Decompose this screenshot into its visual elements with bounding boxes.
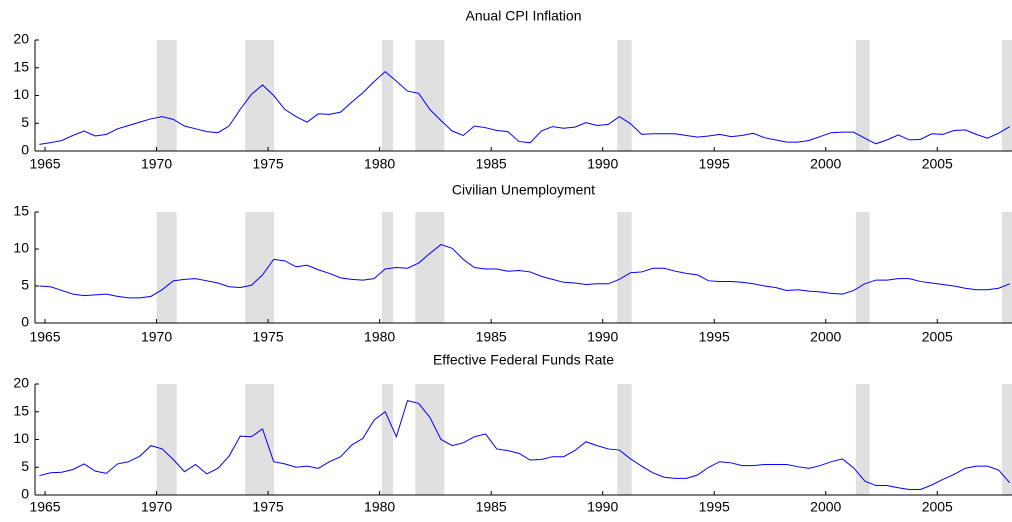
shaded-range [156, 212, 177, 323]
shaded-range [617, 40, 632, 151]
chart-title: Effective Federal Funds Rate [433, 352, 614, 368]
x-tick-label: 1990 [587, 156, 618, 172]
y-tick-label: 10 [13, 430, 29, 446]
x-tick-label: 1990 [587, 499, 618, 515]
y-tick-label: 15 [13, 58, 29, 74]
shaded-range [415, 384, 445, 495]
shaded-range [855, 40, 870, 151]
shaded-range [156, 40, 177, 151]
shaded-range [855, 384, 870, 495]
x-tick-label: 1970 [141, 156, 172, 172]
y-tick-label: 15 [13, 203, 29, 219]
shaded-range [381, 384, 394, 495]
shaded-range [617, 212, 632, 323]
x-tick-label: 1985 [476, 156, 507, 172]
data-line [39, 244, 1010, 299]
y-tick-label: 15 [13, 402, 29, 418]
x-tick-label: 2000 [810, 499, 841, 515]
x-tick-label: 1975 [253, 329, 284, 345]
shaded-range [1001, 40, 1012, 151]
x-tick-label: 1980 [364, 329, 395, 345]
x-tick-label: 1980 [364, 156, 395, 172]
x-tick-label: 1985 [476, 499, 507, 515]
shaded-range [245, 40, 275, 151]
x-tick-label: 1965 [29, 499, 60, 515]
x-tick-label: 1990 [587, 329, 618, 345]
x-tick-label: 1970 [141, 499, 172, 515]
x-tick-label: 2000 [810, 329, 841, 345]
shaded-range [855, 212, 870, 323]
x-tick-label: 1965 [29, 329, 60, 345]
y-tick-label: 5 [21, 458, 29, 474]
shaded-range [245, 212, 275, 323]
shaded-range [245, 384, 275, 495]
x-tick-label: 1975 [253, 156, 284, 172]
shaded-range [1001, 212, 1012, 323]
y-tick-label: 20 [13, 375, 29, 391]
y-tick-label: 5 [21, 277, 29, 293]
data-line [39, 400, 1011, 490]
x-tick-label: 1970 [141, 329, 172, 345]
x-tick-label: 1975 [253, 499, 284, 515]
x-tick-label: 1980 [364, 499, 395, 515]
y-tick-label: 10 [13, 86, 29, 102]
chart-title: Anual CPI Inflation [466, 8, 582, 24]
y-tick-label: 5 [21, 114, 29, 130]
x-tick-label: 1995 [699, 156, 730, 172]
shaded-range [1001, 384, 1012, 495]
x-tick-label: 2005 [922, 156, 953, 172]
x-tick-label: 2005 [922, 329, 953, 345]
x-tick-label: 2000 [810, 156, 841, 172]
shaded-range [381, 40, 394, 151]
chart-title: Civilian Unemployment [452, 182, 595, 198]
shaded-range [415, 212, 445, 323]
x-tick-label: 1965 [29, 156, 60, 172]
x-tick-label: 1995 [699, 499, 730, 515]
y-tick-label: 20 [13, 31, 29, 47]
shaded-range [156, 384, 177, 495]
x-tick-label: 1995 [699, 329, 730, 345]
x-tick-label: 1985 [476, 329, 507, 345]
data-line [39, 70, 1011, 145]
y-tick-label: 0 [21, 486, 29, 502]
y-tick-label: 0 [21, 314, 29, 330]
shaded-range [617, 384, 632, 495]
y-tick-label: 10 [13, 240, 29, 256]
x-tick-label: 2005 [922, 499, 953, 515]
shaded-range [381, 212, 394, 323]
y-tick-label: 0 [21, 142, 29, 158]
